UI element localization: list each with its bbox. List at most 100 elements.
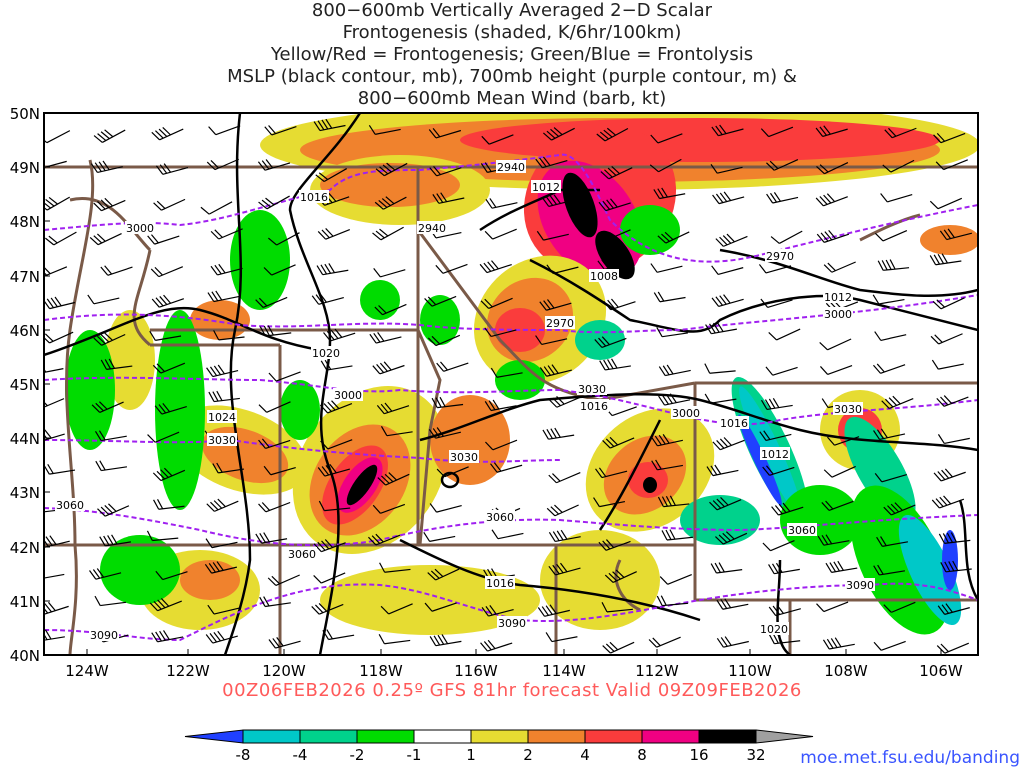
wind-barb: [44, 196, 70, 211]
wind-barb: [206, 498, 239, 512]
colorbar-tick: -8: [236, 746, 251, 764]
wind-barb: [712, 437, 745, 451]
mslp-contour-label: 1016: [300, 191, 328, 204]
forecast-valid-time: 00Z06FEB2026 0.25º GFS 81hr forecast Val…: [222, 680, 802, 701]
lon-label: 118W: [359, 662, 403, 680]
wind-barb: [597, 259, 630, 271]
wind-barb: [44, 231, 77, 246]
wind-barb: [259, 596, 291, 608]
wind-barb: [424, 602, 457, 612]
colorbar-swatch: [242, 729, 301, 744]
wind-barb: [205, 630, 238, 644]
wind-barb: [535, 335, 568, 346]
wind-barb: [873, 640, 906, 651]
wind-barb: [380, 426, 413, 437]
wind-barb: [823, 465, 856, 478]
wind-barb: [315, 168, 348, 183]
wind-barb: [93, 129, 126, 143]
wind-barb: [151, 126, 184, 141]
lat-label: 46N: [10, 322, 40, 340]
wind-barb: [937, 434, 970, 444]
wind-barb: [479, 260, 512, 274]
wind-barb: [429, 634, 462, 647]
mslp-contour-label: 1012: [761, 448, 789, 461]
lon-label: 124W: [65, 662, 109, 680]
shade-region: [155, 310, 205, 510]
mslp-contour-label: 1016: [720, 417, 748, 430]
height-contour-label: 3000: [672, 407, 700, 420]
colorbar-swatch: [527, 729, 586, 744]
wind-barb: [154, 403, 187, 415]
lat-label: 50N: [10, 105, 40, 123]
wind-barb: [99, 534, 131, 547]
wind-barb: [548, 396, 581, 408]
mslp-contour-label: 1020: [312, 347, 340, 360]
height-contour-label: 3030: [834, 403, 862, 416]
wind-barb: [311, 293, 344, 305]
height-contour-label: 3030: [208, 434, 236, 447]
height-contour-label: 3030: [578, 383, 606, 396]
wind-barb: [147, 234, 180, 245]
wind-barb: [938, 532, 971, 544]
wind-barb: [146, 530, 179, 542]
wind-barb: [657, 495, 690, 508]
wind-barb: [762, 465, 795, 476]
source-link[interactable]: moe.met.fsu.edu/banding: [800, 748, 1020, 768]
wind-barb: [705, 322, 737, 335]
wind-barb: [210, 263, 243, 276]
colorbar-tick: 4: [580, 746, 590, 764]
colorbar-tick: -1: [407, 746, 422, 764]
shade-region: [360, 280, 400, 320]
wind-barb: [424, 295, 457, 307]
wind-barb: [874, 331, 907, 341]
wind-barb: [539, 364, 572, 377]
wind-barb: [258, 438, 291, 449]
wind-barb: [258, 195, 290, 210]
height-contour-label: 3090: [498, 617, 526, 630]
wind-barb: [768, 562, 800, 575]
wind-barb: [44, 535, 70, 548]
wind-barb: [817, 534, 850, 546]
wind-barb: [380, 603, 413, 615]
wind-barb: [210, 228, 243, 240]
wind-barb: [758, 264, 792, 274]
wind-barb: [542, 427, 575, 440]
wind-barb: [598, 198, 631, 212]
wind-barb: [815, 193, 848, 207]
wind-barb: [257, 159, 291, 171]
wind-barbs: [44, 118, 973, 654]
wind-barb: [759, 430, 792, 442]
mslp-contour-label: 1024: [208, 411, 236, 424]
wind-barb: [152, 362, 186, 374]
wind-barb: [651, 459, 684, 471]
lat-label: 47N: [10, 268, 40, 286]
wind-barb: [44, 601, 69, 615]
height-contour-label: 2970: [766, 250, 794, 263]
wind-barb: [91, 401, 124, 413]
height-contour-label: 3030: [450, 451, 478, 464]
lon-label: 122W: [166, 662, 210, 680]
wind-barb: [318, 500, 351, 512]
shade-region: [280, 380, 320, 440]
wind-barb: [535, 156, 568, 169]
title-line-4: MSLP (black contour, mb), 700mb height (…: [227, 66, 797, 87]
wind-barb: [151, 630, 184, 643]
wind-barb: [100, 265, 133, 276]
lon-label: 110W: [728, 662, 772, 680]
wind-barb: [873, 564, 905, 576]
wind-barb: [709, 497, 742, 511]
height-contour-label: 2940: [418, 222, 446, 235]
wind-barb: [596, 127, 629, 142]
wind-barb: [598, 539, 631, 551]
wind-barb: [428, 127, 462, 139]
lon-label: 116W: [454, 662, 498, 680]
wind-barb: [200, 201, 233, 215]
shade-region: [898, 514, 962, 626]
shade-region: [920, 225, 978, 255]
wind-barb: [593, 497, 626, 508]
wind-barb: [94, 595, 127, 607]
wind-barb: [658, 393, 691, 406]
wind-barb: [95, 460, 128, 472]
wind-barb: [929, 197, 963, 210]
